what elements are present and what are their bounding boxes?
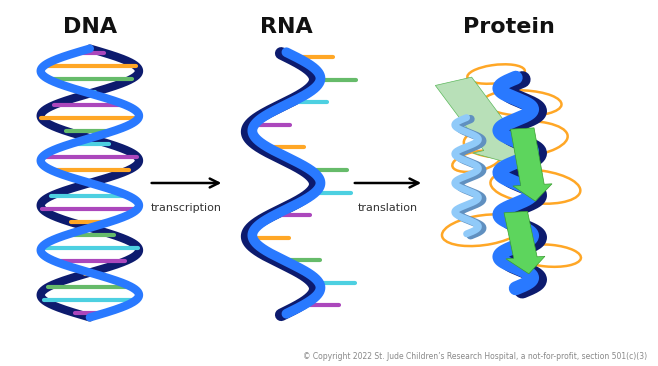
Text: RNA: RNA xyxy=(260,17,313,37)
Text: transcription: transcription xyxy=(151,203,222,213)
Polygon shape xyxy=(436,77,531,165)
Text: translation: translation xyxy=(358,203,418,213)
Text: © Copyright 2022 St. Jude Children’s Research Hospital, a not-for-profit, sectio: © Copyright 2022 St. Jude Children’s Res… xyxy=(303,352,647,361)
Text: Protein: Protein xyxy=(463,17,555,37)
Polygon shape xyxy=(511,128,552,201)
Text: DNA: DNA xyxy=(63,17,117,37)
Polygon shape xyxy=(504,211,545,274)
